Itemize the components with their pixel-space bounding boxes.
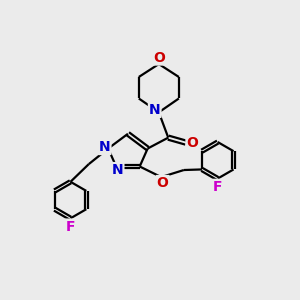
Text: N: N bbox=[99, 140, 110, 154]
Text: F: F bbox=[213, 180, 223, 194]
Text: N: N bbox=[149, 103, 161, 117]
Text: O: O bbox=[187, 136, 198, 150]
Text: O: O bbox=[153, 50, 165, 64]
Text: O: O bbox=[157, 176, 169, 190]
Text: F: F bbox=[66, 220, 75, 234]
Text: N: N bbox=[112, 163, 123, 177]
